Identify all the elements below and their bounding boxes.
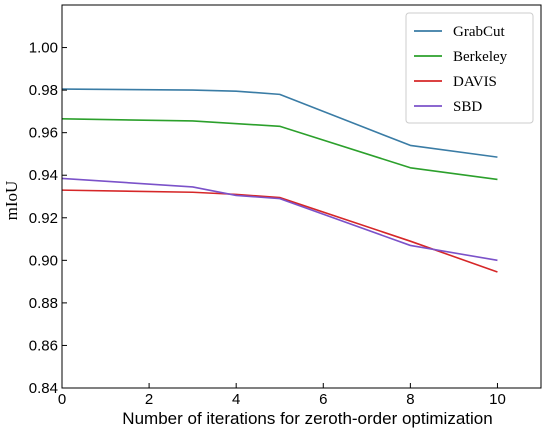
series-line-davis xyxy=(61,189,498,273)
series-line-sbd xyxy=(61,177,498,262)
legend-items: GrabCut Berkeley DAVIS SBD xyxy=(414,24,508,115)
y-axis-label: mIoU xyxy=(2,181,21,221)
y-tick-label: 0.94 xyxy=(29,167,58,184)
series-lines xyxy=(61,88,498,273)
y-tick-label: 0.90 xyxy=(29,252,58,269)
x-tick-label: 2 xyxy=(145,391,153,408)
series-line-grabcut xyxy=(61,88,498,158)
legend-box xyxy=(405,12,534,124)
y-tick-label: 0.86 xyxy=(29,337,58,354)
y-tick-label: 0.84 xyxy=(29,380,58,397)
series-line-berkeley xyxy=(61,118,498,181)
y-tick-label: 1.00 xyxy=(29,40,58,57)
x-axis-ticks: 0 2 4 6 8 10 xyxy=(58,383,506,408)
y-axis-ticks: 0.84 0.86 0.88 0.90 0.92 0.94 0.96 0.98 1.00 xyxy=(29,40,67,397)
legend-label-grabcut: GrabCut xyxy=(453,24,505,40)
y-tick-label: 0.88 xyxy=(29,295,58,312)
y-tick-label: 0.92 xyxy=(29,210,58,227)
x-tick-label: 0 xyxy=(58,391,66,408)
legend-label-sbd: SBD xyxy=(453,99,482,115)
legend-label-berkeley: Berkeley xyxy=(453,49,508,65)
x-tick-label: 6 xyxy=(319,391,327,408)
x-axis-label: Number of iterations for zeroth-order op… xyxy=(122,409,492,428)
x-tick-label: 4 xyxy=(232,391,240,408)
plot-area: 0.84 0.86 0.88 0.90 0.92 0.94 0.96 0.98 1.00 0 2 4… xyxy=(29,4,542,408)
x-tick-label: 8 xyxy=(406,391,414,408)
y-tick-label: 0.98 xyxy=(29,82,58,99)
legend: GrabCut Berkeley DAVIS SBD xyxy=(405,12,534,124)
x-tick-label: 10 xyxy=(489,391,506,408)
plot-frame xyxy=(61,4,542,389)
y-tick-label: 0.96 xyxy=(29,125,58,142)
legend-label-davis: DAVIS xyxy=(453,74,497,90)
